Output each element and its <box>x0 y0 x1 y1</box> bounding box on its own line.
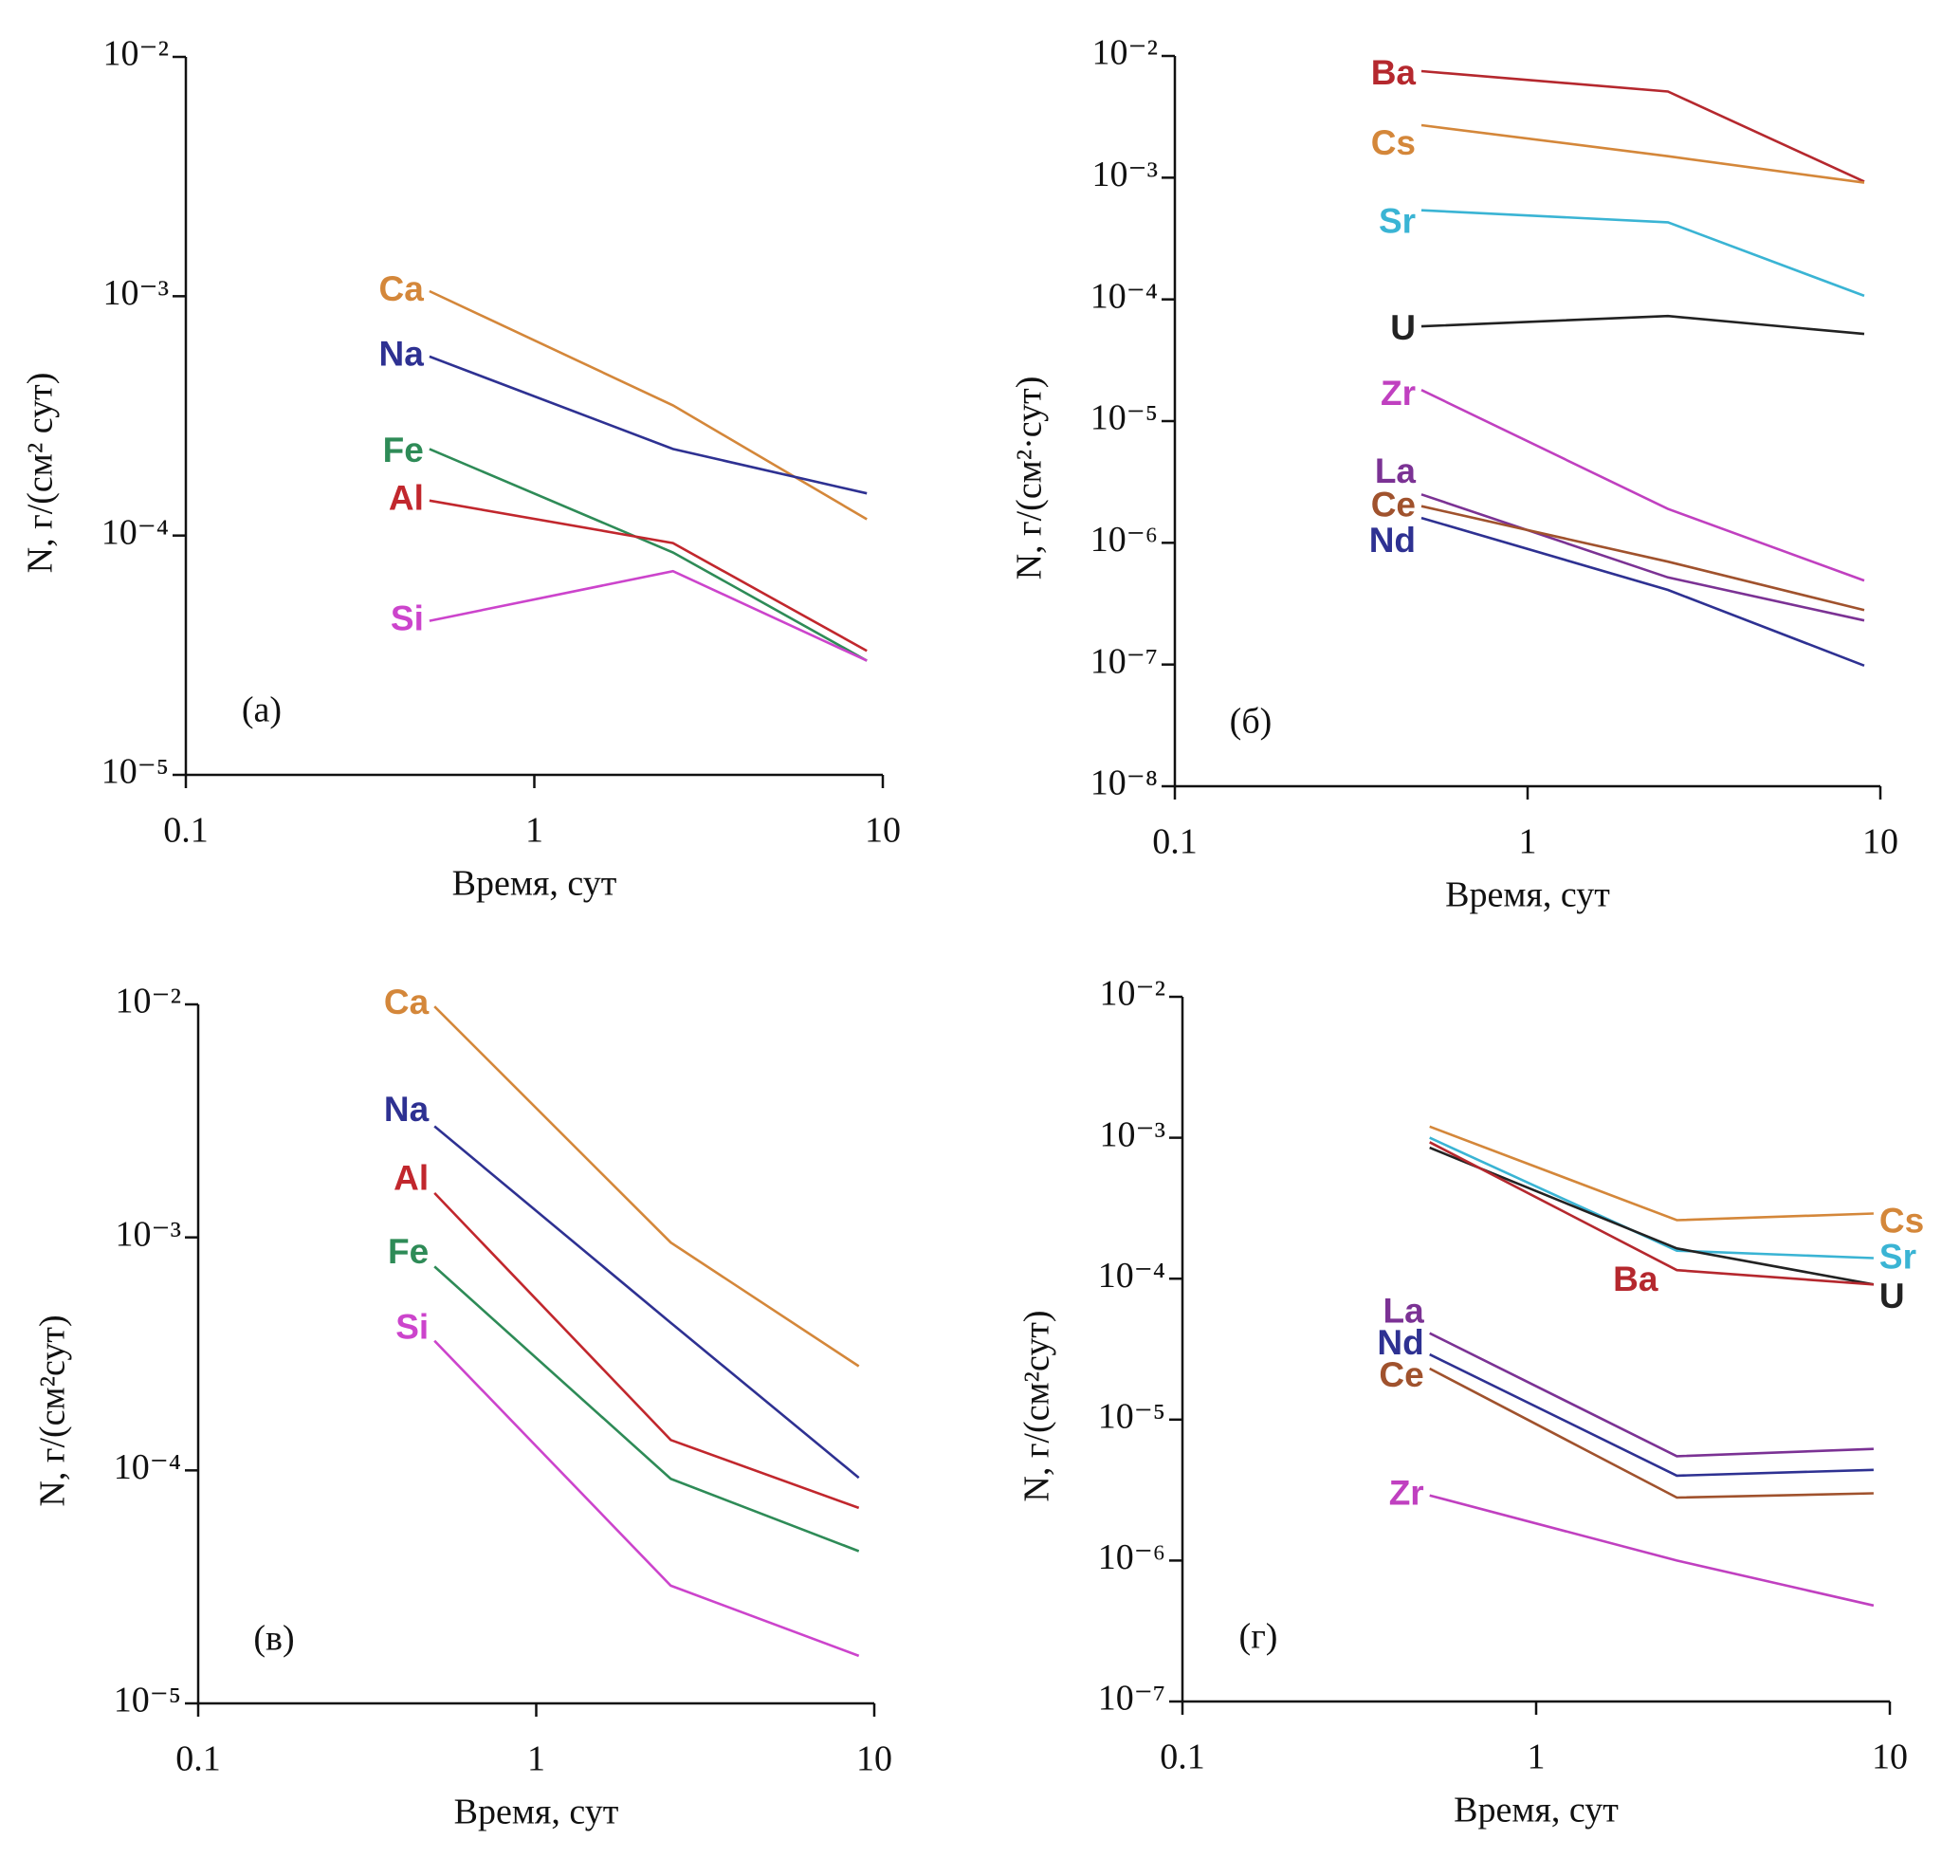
series-line <box>1420 389 1865 582</box>
y-axis-label: N, г/(см² сут) <box>21 373 61 574</box>
series-line <box>1420 516 1865 668</box>
x-axis-label: Время, сут <box>452 864 617 904</box>
y-tick-label: 10⁻⁸ <box>1090 763 1158 803</box>
series-line <box>429 448 868 662</box>
y-tick-label: 10⁻⁵ <box>114 1681 181 1720</box>
panel-label: (в) <box>253 1619 294 1659</box>
x-tick-label: 1 <box>525 811 543 851</box>
y-tick-label: 10⁻⁶ <box>1098 1537 1165 1577</box>
series-label: Na <box>379 335 425 374</box>
series-line <box>1420 505 1865 612</box>
x-tick-label: 1 <box>1528 1738 1546 1777</box>
y-tick-label: 10⁻⁵ <box>1090 398 1158 438</box>
series-label: Al <box>389 479 424 518</box>
panel-label: (г) <box>1239 1617 1278 1657</box>
y-tick-label: 10⁻⁴ <box>1098 1256 1165 1296</box>
series-label: Ca <box>379 269 425 308</box>
series-label: Zr <box>1381 374 1416 413</box>
series-line <box>429 355 868 495</box>
series-line <box>429 499 868 653</box>
y-tick-label: 10⁻³ <box>116 1214 181 1254</box>
y-tick-label: 10⁻² <box>1092 33 1158 73</box>
series-line <box>1429 1141 1874 1286</box>
series-line <box>1429 1494 1875 1608</box>
series-label: U <box>1390 308 1416 347</box>
x-tick-label: 10 <box>1862 822 1898 862</box>
y-tick-label: 10⁻⁶ <box>1090 520 1158 560</box>
y-tick-label: 10⁻² <box>1100 974 1165 1014</box>
series-line <box>1420 123 1865 184</box>
series-label: Cs <box>1371 123 1416 162</box>
x-tick-label: 10 <box>856 1739 892 1779</box>
series-line <box>1420 69 1865 183</box>
x-tick-label: 10 <box>1872 1738 1908 1777</box>
x-tick-label: 0.1 <box>175 1739 221 1779</box>
x-tick-label: 0.1 <box>1152 822 1198 862</box>
series-label: Si <box>395 1307 429 1346</box>
series-label: U <box>1879 1277 1905 1315</box>
series-line <box>433 1005 860 1368</box>
series-label: Al <box>394 1159 429 1198</box>
series-line <box>1429 1136 1874 1260</box>
series-label: Cs <box>1879 1201 1924 1240</box>
y-tick-label: 10⁻⁵ <box>1098 1397 1165 1437</box>
series-line <box>1429 1352 1874 1478</box>
series-label: Si <box>391 598 424 637</box>
x-tick-label: 10 <box>865 811 901 851</box>
x-tick-label: 0.1 <box>1160 1738 1205 1777</box>
series-label: Ce <box>1371 485 1416 524</box>
y-tick-label: 10⁻⁵ <box>101 752 169 792</box>
x-tick-label: 1 <box>527 1739 545 1779</box>
series-label: Ce <box>1379 1355 1423 1394</box>
y-tick-label: 10⁻⁷ <box>1098 1679 1165 1719</box>
series-label: La <box>1375 451 1417 490</box>
series-line <box>1429 1125 1874 1222</box>
series-label: La <box>1383 1292 1425 1331</box>
x-axis-label: Время, сут <box>1445 875 1610 915</box>
series-label: Nd <box>1369 521 1416 560</box>
y-tick-label: 10⁻³ <box>1092 155 1158 194</box>
x-tick-label: 0.1 <box>163 811 209 851</box>
series-label: Ba <box>1613 1260 1658 1298</box>
y-tick-label: 10⁻³ <box>1100 1114 1165 1154</box>
series-label: Fe <box>388 1232 429 1271</box>
series-line <box>433 1339 860 1658</box>
series-line <box>1420 209 1865 298</box>
series-label: Ba <box>1371 53 1417 92</box>
series-line <box>1429 1332 1874 1458</box>
y-axis-label: N, г/(см²·сут) <box>1010 377 1050 580</box>
y-tick-label: 10⁻⁷ <box>1090 641 1158 681</box>
y-tick-label: 10⁻³ <box>103 273 169 313</box>
y-tick-label: 10⁻⁴ <box>101 512 169 552</box>
y-axis-label: N, г/(см²сут) <box>1017 1310 1057 1501</box>
series-line <box>1429 1146 1875 1286</box>
y-tick-label: 10⁻⁴ <box>1090 276 1158 316</box>
series-line <box>1429 1367 1874 1499</box>
series-label: Ca <box>384 983 430 1021</box>
panel-label: (б) <box>1230 702 1273 742</box>
y-tick-label: 10⁻² <box>116 982 181 1021</box>
x-tick-label: 1 <box>1519 822 1537 862</box>
series-line <box>433 1192 860 1510</box>
y-tick-label: 10⁻² <box>103 34 169 74</box>
series-label: Zr <box>1389 1473 1424 1512</box>
y-axis-label: N, г/(см²сут) <box>33 1315 73 1506</box>
series-line <box>1420 493 1865 622</box>
series-label: Nd <box>1377 1323 1423 1362</box>
x-axis-label: Время, сут <box>454 1793 619 1832</box>
series-line <box>429 569 868 662</box>
series-label: Sr <box>1379 201 1416 240</box>
y-tick-label: 10⁻⁴ <box>114 1447 181 1487</box>
panel-label: (а) <box>242 690 282 730</box>
series-line <box>1420 314 1865 336</box>
series-label: Fe <box>383 431 424 469</box>
x-axis-label: Время, сут <box>1454 1791 1619 1830</box>
series-line <box>433 1265 860 1553</box>
series-label: Sr <box>1879 1237 1916 1276</box>
series-label: Na <box>384 1090 430 1129</box>
series-line <box>433 1125 860 1480</box>
series-line <box>429 289 868 521</box>
